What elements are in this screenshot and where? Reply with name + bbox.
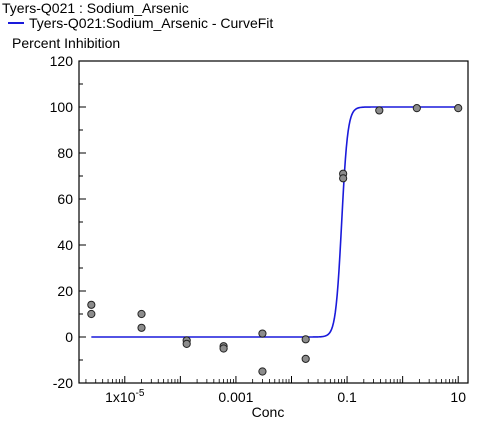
data-point — [301, 335, 310, 344]
data-point — [219, 344, 228, 353]
x-tick-label: 0.1 — [337, 389, 357, 405]
x-tick-label-text: 0.001 — [218, 389, 253, 405]
y-tick-label: 120 — [50, 53, 74, 69]
x-tick-label: 10 — [450, 389, 466, 405]
curve-fit-line — [91, 106, 459, 338]
data-point — [137, 309, 146, 319]
data-point — [375, 106, 384, 115]
y-axis-label: Percent Inhibition — [12, 35, 121, 51]
data-point — [301, 354, 310, 363]
y-tick-label: 60 — [57, 191, 73, 207]
y-tick-label: -20 — [53, 375, 73, 391]
legend-label: Tyers-Q021:Sodium_Arsenic - CurveFit — [29, 15, 274, 31]
data-point — [454, 104, 463, 113]
plot-frame — [78, 60, 469, 384]
data-point — [412, 104, 421, 113]
legend: Tyers-Q021:Sodium_Arsenic - CurveFit — [8, 15, 273, 31]
data-point — [339, 174, 348, 183]
data-point — [87, 309, 96, 319]
x-tick-label-text: 10 — [450, 389, 466, 405]
y-tick-label: 100 — [50, 99, 74, 115]
data-point — [87, 300, 96, 309]
x-tick-label: 1x10-5 — [105, 388, 145, 405]
legend-swatch — [8, 22, 24, 25]
y-tick-label: 80 — [57, 145, 73, 161]
x-tick-label-text: 1x10 — [105, 389, 136, 405]
data-point — [182, 339, 191, 348]
y-tick-label: 0 — [65, 329, 73, 345]
x-tick-label: 0.001 — [218, 389, 253, 405]
x-axis-label: Conc — [252, 404, 285, 420]
y-tick-label: 40 — [57, 237, 73, 253]
chart-title: Tyers-Q021 : Sodium_Arsenic — [2, 0, 189, 16]
y-tick-label: 20 — [57, 283, 73, 299]
data-point — [258, 367, 267, 376]
x-tick-label-text: 0.1 — [337, 389, 357, 405]
data-point — [258, 329, 267, 338]
data-point — [137, 323, 146, 332]
x-tick-label-exponent: -5 — [136, 388, 145, 399]
